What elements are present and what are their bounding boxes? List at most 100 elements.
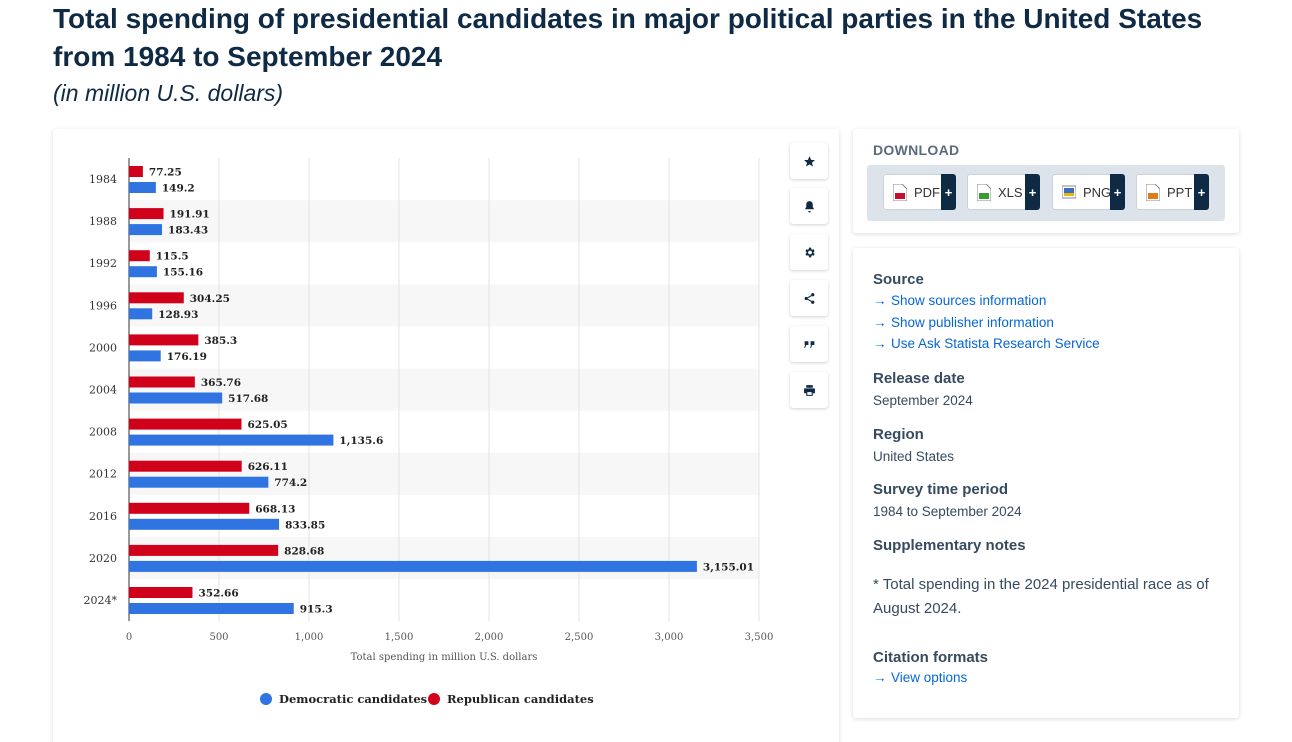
download-panel: DOWNLOAD PDF + XLS + PNG + PPT + (853, 129, 1239, 233)
democratic-bar (129, 518, 280, 530)
democratic-value-label: 517.68 (228, 393, 268, 405)
republican-value-label: 668.13 (255, 503, 295, 515)
democratic-value-label: 176.19 (167, 351, 207, 363)
view-options-link[interactable]: → View options (873, 670, 967, 685)
print-icon (803, 384, 815, 396)
arrow-right-icon: → (873, 315, 887, 330)
statistic-details-panel: Source → Show sources information → Show p… (853, 248, 1239, 718)
citation-formats-heading: Citation formats (873, 649, 989, 666)
favorite-button[interactable] (790, 143, 828, 179)
region-value: United States (873, 449, 955, 464)
democratic-value-label: 833.85 (285, 519, 325, 531)
bell-icon (804, 200, 814, 212)
category-label: 2016 (89, 510, 117, 523)
notification-button[interactable] (790, 188, 828, 224)
democratic-value-label: 128.93 (158, 309, 198, 321)
plus-icon: + (941, 174, 956, 210)
x-tick-label: 1,500 (385, 632, 414, 643)
x-tick-label: 2,000 (475, 632, 504, 643)
survey-period-heading: Survey time period (873, 481, 1009, 498)
page-title: Total spending of presidential candidate… (53, 3, 1203, 72)
category-label: 1996 (89, 299, 117, 312)
category-label: 2000 (89, 341, 117, 354)
download-pdf-label: PDF (914, 184, 940, 200)
republican-value-label: 385.3 (204, 335, 237, 347)
row-band (129, 284, 759, 327)
x-tick-label: 0 (126, 632, 132, 643)
category-label: 2012 (89, 468, 117, 481)
category-label: 2020 (89, 552, 117, 565)
gear-icon (804, 247, 815, 257)
democratic-value-label: 915.3 (300, 604, 333, 616)
release-date-value: September 2024 (873, 393, 973, 408)
region-heading: Region (873, 426, 924, 443)
research-service-label: Use Ask Statista Research Service (891, 336, 1100, 351)
show-sources-link[interactable]: → Show sources information (873, 293, 1046, 308)
show-sources-label: Show sources information (891, 293, 1047, 308)
republican-bar (129, 292, 184, 304)
ppt-file-icon (1146, 183, 1160, 201)
png-file-icon (1062, 185, 1076, 198)
republican-bar (129, 544, 279, 556)
download-xls-label: XLS (998, 184, 1023, 200)
democratic-value-label: 183.43 (168, 225, 208, 237)
download-png-button[interactable]: PNG + (1052, 174, 1125, 210)
star-icon (803, 155, 815, 166)
democratic-bar (129, 476, 269, 488)
x-tick-label: 3,500 (745, 632, 774, 643)
download-ppt-button[interactable]: PPT + (1136, 174, 1209, 210)
x-tick-label: 3,000 (655, 632, 684, 643)
category-label: 1984 (89, 173, 117, 186)
arrow-right-icon: → (873, 336, 887, 351)
view-options-label: View options (891, 670, 968, 685)
settings-button[interactable] (790, 234, 828, 270)
democratic-bar (129, 224, 163, 236)
show-publisher-label: Show publisher information (891, 315, 1054, 330)
download-heading: DOWNLOAD (873, 142, 960, 158)
republican-bar (129, 166, 143, 177)
republican-value-label: 365.76 (201, 377, 241, 389)
share-button[interactable] (790, 280, 828, 316)
democratic-value-label: 774.2 (274, 477, 307, 489)
x-tick-label: 500 (209, 632, 228, 643)
democratic-value-label: 155.16 (163, 267, 203, 279)
republican-value-label: 626.11 (248, 461, 288, 473)
category-label: 1988 (89, 215, 117, 228)
x-tick-label: 1,000 (295, 632, 324, 643)
supplementary-notes-heading: Supplementary notes (873, 537, 1026, 554)
show-publisher-link[interactable]: → Show publisher information (873, 315, 1054, 330)
page-subtitle: (in million U.S. dollars) (53, 80, 284, 106)
share-icon (804, 292, 814, 304)
category-label: 2004 (89, 384, 117, 397)
democratic-bar (129, 350, 161, 362)
category-label: 1992 (89, 257, 117, 270)
democratic-bar (129, 308, 153, 320)
republican-value-label: 304.25 (190, 293, 230, 305)
download-bar: PDF + XLS + PNG + PPT + (867, 165, 1225, 221)
legend-democratic-label: Democratic candidates (279, 692, 427, 706)
chart-card: 1984 77.25 149.2 1988 191.91 183.43 1992 115.5 1… (53, 129, 839, 742)
row-band (129, 368, 759, 411)
republican-bar (129, 250, 150, 262)
legend-republican-marker (428, 693, 440, 705)
supplementary-note-text: * Total spending in the 2024 presidentia… (873, 576, 1209, 617)
republican-value-label: 191.91 (170, 209, 210, 221)
plus-icon: + (1025, 174, 1040, 210)
category-label: 2024* (84, 594, 118, 607)
republican-bar (129, 460, 242, 472)
cite-button[interactable] (790, 326, 828, 362)
download-png-label: PNG (1083, 184, 1112, 200)
democratic-value-label: 1,135.6 (339, 435, 383, 447)
republican-value-label: 115.5 (156, 251, 189, 263)
democratic-bar (129, 182, 156, 193)
republican-value-label: 352.66 (198, 588, 238, 600)
download-xls-button[interactable]: XLS + (967, 174, 1040, 210)
democratic-bar (129, 603, 294, 614)
research-service-link[interactable]: → Use Ask Statista Research Service (873, 336, 1100, 351)
republican-value-label: 625.05 (248, 419, 288, 431)
democratic-value-label: 149.2 (162, 183, 195, 195)
download-pdf-button[interactable]: PDF + (883, 174, 956, 210)
print-button[interactable] (790, 372, 828, 408)
quote-icon (803, 340, 814, 348)
row-band (129, 536, 759, 579)
